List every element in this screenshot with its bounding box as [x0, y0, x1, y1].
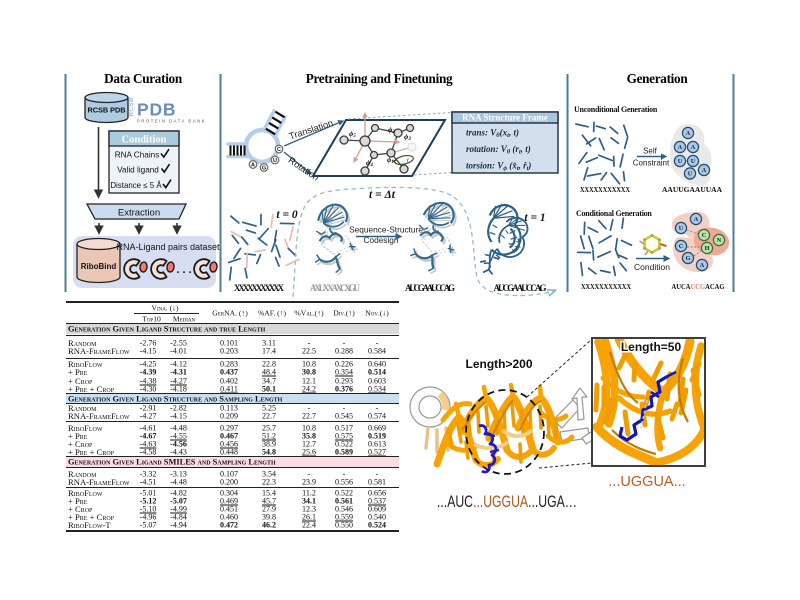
svg-text:C: C: [679, 243, 683, 250]
svg-text:t = 1: t = 1: [524, 212, 545, 224]
svg-text:. . .: . . .: [176, 264, 191, 276]
svg-text:Constraint: Constraint: [633, 159, 670, 168]
svg-text:Condition: Condition: [634, 262, 670, 272]
svg-text:AUCGAAUCCAG: AUCGAAUCCAG: [405, 283, 455, 293]
svg-text:Conditional Generation: Conditional Generation: [576, 209, 652, 218]
svg-text:H: H: [705, 245, 710, 252]
svg-text:C: C: [702, 232, 706, 239]
svg-text:AAUUGAAUUAA: AAUUGAAUUAA: [662, 185, 723, 194]
svg-text:Distance ≤ 5 Å: Distance ≤ 5 Å: [110, 181, 162, 190]
svg-text:XXXXXXXXXXX: XXXXXXXXXXX: [581, 282, 631, 291]
svg-text:U: U: [688, 171, 693, 178]
svg-text:RNA Chains: RNA Chains: [115, 151, 160, 160]
svg-text:t = 0: t = 0: [276, 209, 297, 221]
svg-text:G: G: [686, 255, 691, 262]
svg-text:A: A: [700, 262, 705, 269]
svg-text:PROTEIN DATA BANK: PROTEIN DATA BANK: [137, 119, 206, 124]
svg-text:Rotation: Rotation: [287, 155, 321, 183]
svg-text:Length=50: Length=50: [621, 340, 682, 354]
svg-text:trans: Vθ(xt, t): trans: Vθ(xt, t): [466, 128, 519, 140]
svg-text:Condition: Condition: [122, 135, 167, 146]
svg-text:U: U: [678, 158, 683, 165]
svg-text:PDB: PDB: [137, 100, 176, 120]
svg-text:Pretraining and Finetuning: Pretraining and Finetuning: [306, 71, 453, 86]
svg-text:XXXXXXXXXXX: XXXXXXXXXXX: [580, 185, 630, 194]
svg-text:r: r: [407, 158, 410, 164]
svg-text:A: A: [694, 216, 699, 223]
svg-text:Valid ligand: Valid ligand: [117, 166, 159, 175]
svg-text:ϕ1: ϕ1: [387, 155, 394, 165]
svg-text:torsion: Vϕ (x̂t, r̂t): torsion: Vϕ (x̂t, r̂t): [466, 161, 531, 173]
svg-text:Data Curation: Data Curation: [104, 71, 183, 86]
svg-text:Sequence-Structure: Sequence-Structure: [349, 225, 423, 235]
svg-text:C: C: [277, 147, 281, 153]
svg-text:rotation: Vθ (rt, t): rotation: Vθ (rt, t): [466, 144, 531, 156]
svg-text:ϕ4: ϕ4: [366, 158, 373, 168]
svg-text:RiboBind: RiboBind: [81, 262, 117, 271]
svg-text:Translation: Translation: [288, 118, 335, 142]
svg-text:RNA-Ligand pairs dataset: RNA-Ligand pairs dataset: [116, 242, 220, 252]
svg-text:Unconditional Generation: Unconditional Generation: [574, 105, 658, 114]
svg-text:G: G: [262, 166, 266, 172]
svg-text:ϕ5: ϕ5: [349, 129, 356, 139]
svg-text:U: U: [679, 225, 684, 232]
svg-text:ϕ2: ϕ2: [388, 125, 395, 135]
svg-text:t = Δt: t = Δt: [369, 189, 396, 201]
svg-text:RCSB PDB: RCSB PDB: [87, 106, 125, 115]
svg-text:A: A: [686, 130, 691, 137]
svg-text:Self: Self: [643, 147, 658, 156]
svg-text:Generation: Generation: [627, 71, 689, 86]
svg-text:N: N: [717, 237, 722, 244]
svg-text:RCSB: RCSB: [128, 97, 135, 116]
svg-text:XXXXXXXXXXX: XXXXXXXXXXX: [234, 283, 285, 293]
svg-text:AUCGAAUCCAG: AUCGAAUCCAG: [494, 283, 547, 293]
svg-text:AXUXXAXCXGU: AXUXXAXCXGU: [310, 283, 361, 293]
svg-text:U: U: [273, 158, 277, 164]
svg-text:A: A: [702, 167, 707, 174]
svg-text:A: A: [678, 144, 683, 151]
svg-text:...UGGUA...: ...UGGUA...: [608, 474, 685, 490]
svg-text:Length>200: Length>200: [465, 357, 532, 371]
svg-text:U: U: [691, 158, 696, 165]
svg-text:Extraction: Extraction: [118, 208, 160, 219]
svg-text:A: A: [691, 144, 696, 151]
svg-text:AUCAUCGACAG: AUCAUCGACAG: [672, 282, 725, 291]
svg-text:RNA Structure Frame: RNA Structure Frame: [462, 113, 548, 123]
svg-text:A: A: [251, 163, 255, 169]
svg-text:...AUC...UGGUA...UGA…: ...AUC...UGGUA...UGA…: [437, 492, 577, 511]
svg-text:ϕ3: ϕ3: [404, 132, 411, 142]
